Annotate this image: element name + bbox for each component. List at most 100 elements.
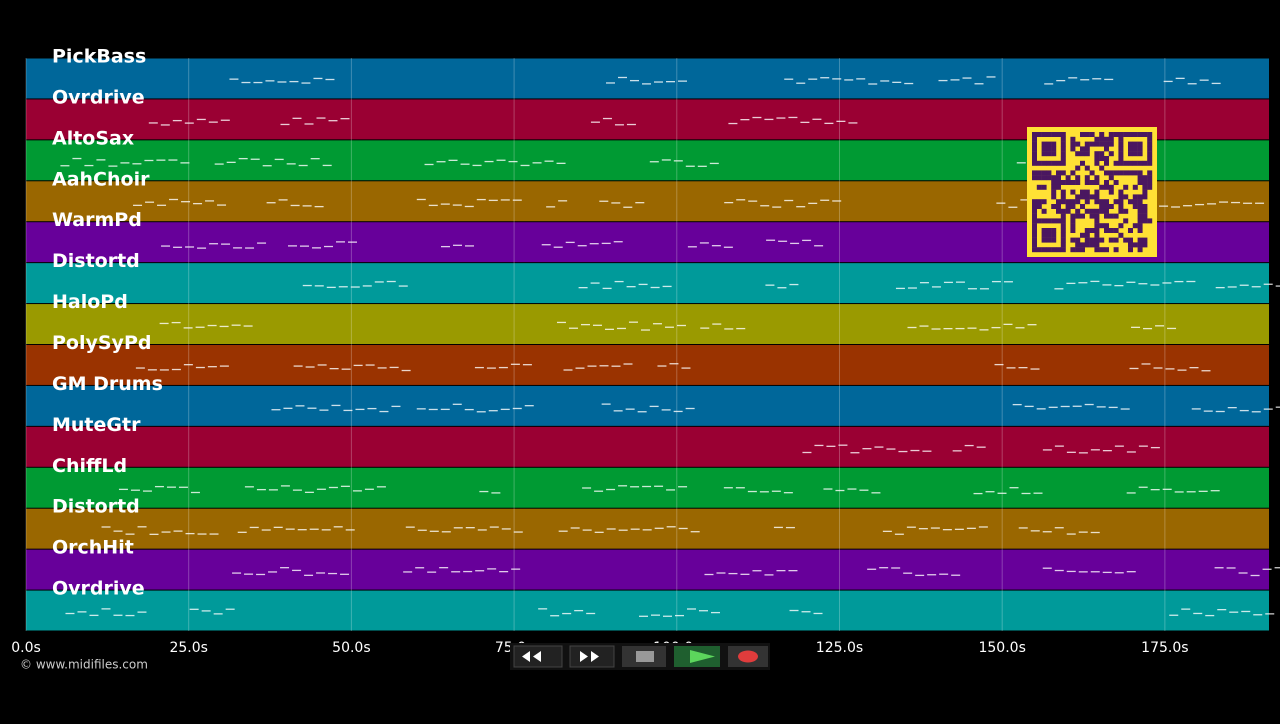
qr-cell <box>1118 208 1124 214</box>
qr-cell <box>1113 199 1119 205</box>
qr-cell <box>1104 160 1109 166</box>
qr-cell <box>1036 170 1042 176</box>
qr-cell <box>1108 151 1114 157</box>
qr-cell <box>1099 156 1105 161</box>
qr-cell <box>1080 189 1085 195</box>
qr-cell <box>1104 199 1109 205</box>
qr-cell <box>1147 160 1153 166</box>
qr-cell <box>1142 175 1148 181</box>
qr-cell <box>1032 151 1037 157</box>
rewind-button[interactable] <box>513 645 563 668</box>
qr-cell <box>1041 160 1047 166</box>
qr-cell <box>1132 170 1138 176</box>
qr-cell <box>1060 232 1066 238</box>
qr-cell <box>1099 141 1105 147</box>
qr-cell <box>1060 136 1066 142</box>
time-tick-label: 0.0s <box>11 640 41 656</box>
record-button[interactable] <box>728 646 768 667</box>
qr-cell <box>1041 228 1047 233</box>
qr-cell <box>1036 132 1042 137</box>
qr-cell <box>1032 160 1037 166</box>
qr-cell <box>1108 204 1114 209</box>
qr-cell <box>1065 175 1071 181</box>
qr-cell <box>1065 208 1071 214</box>
qr-cell <box>1084 165 1090 171</box>
qr-cell <box>1147 156 1153 161</box>
qr-cell <box>1051 146 1057 152</box>
qr-cell <box>1142 237 1148 243</box>
qr-cell <box>1104 156 1109 161</box>
track-band <box>26 385 1269 426</box>
qr-cell <box>1046 218 1052 224</box>
qr-cell <box>1032 213 1037 219</box>
qr-cell <box>1094 223 1100 229</box>
qr-cell <box>1056 180 1061 185</box>
qr-cell <box>1080 247 1085 253</box>
qr-cell <box>1056 218 1061 224</box>
qr-cell <box>1070 213 1076 219</box>
qr-cell <box>1089 141 1095 147</box>
qr-cell <box>1137 218 1143 224</box>
qr-cell <box>1137 223 1143 229</box>
qr-cell <box>1070 189 1076 195</box>
qr-cell <box>1099 136 1105 142</box>
qr-cell <box>1070 237 1076 243</box>
track-band <box>26 467 1269 508</box>
qr-cell <box>1036 204 1042 209</box>
qr-cell <box>1094 232 1100 238</box>
qr-cell <box>1060 242 1066 248</box>
qr-cell <box>1137 175 1143 181</box>
qr-cell <box>1070 218 1076 224</box>
qr-cell <box>1060 213 1066 219</box>
qr-cell <box>1056 184 1061 190</box>
qr-cell <box>1060 160 1066 166</box>
qr-cell <box>1041 208 1047 214</box>
qr-cell <box>1075 237 1081 243</box>
qr-cell <box>1128 199 1133 205</box>
qr-cell <box>1099 237 1105 243</box>
qr-cell <box>1080 204 1085 209</box>
forward-button[interactable] <box>569 645 615 668</box>
qr-cell <box>1094 199 1100 205</box>
qr-cell <box>1084 141 1090 147</box>
qr-cell <box>1070 170 1076 176</box>
qr-cell <box>1032 204 1037 209</box>
qr-cell <box>1089 132 1095 137</box>
qr-cell <box>1060 237 1066 243</box>
qr-cell <box>1084 232 1090 238</box>
qr-cell <box>1046 228 1052 233</box>
qr-cell <box>1032 199 1037 205</box>
qr-cell <box>1118 189 1124 195</box>
qr-cell <box>1137 237 1143 243</box>
qr-cell <box>1080 242 1085 248</box>
qr-cell <box>1132 184 1138 190</box>
qr-cell <box>1108 132 1114 137</box>
play-button[interactable] <box>674 646 720 667</box>
qr-cell <box>1051 132 1057 137</box>
qr-cell <box>1137 228 1143 233</box>
qr-cell <box>1147 180 1153 185</box>
qr-cell <box>1075 180 1081 185</box>
qr-cell <box>1108 189 1114 195</box>
track-band <box>26 508 1269 549</box>
track-band <box>26 426 1269 467</box>
qr-cell <box>1060 247 1066 253</box>
qr-cell <box>1108 228 1114 233</box>
qr-cell <box>1128 170 1133 176</box>
qr-cell <box>1118 132 1124 137</box>
stop-button[interactable] <box>622 646 666 667</box>
track-name: AahChoir <box>52 168 150 190</box>
qr-cell <box>1036 199 1042 205</box>
qr-cell <box>1123 160 1129 166</box>
qr-cell <box>1060 189 1066 195</box>
qr-cell <box>1070 199 1076 205</box>
qr-cell <box>1094 151 1100 157</box>
qr-cell <box>1142 218 1148 224</box>
qr-cell <box>1032 156 1037 161</box>
qr-cell <box>1137 247 1143 253</box>
qr-cell <box>1089 242 1095 248</box>
qr-cell <box>1137 141 1143 147</box>
qr-cell <box>1080 213 1085 219</box>
qr-cell <box>1080 132 1085 137</box>
qr-cell <box>1032 218 1037 224</box>
